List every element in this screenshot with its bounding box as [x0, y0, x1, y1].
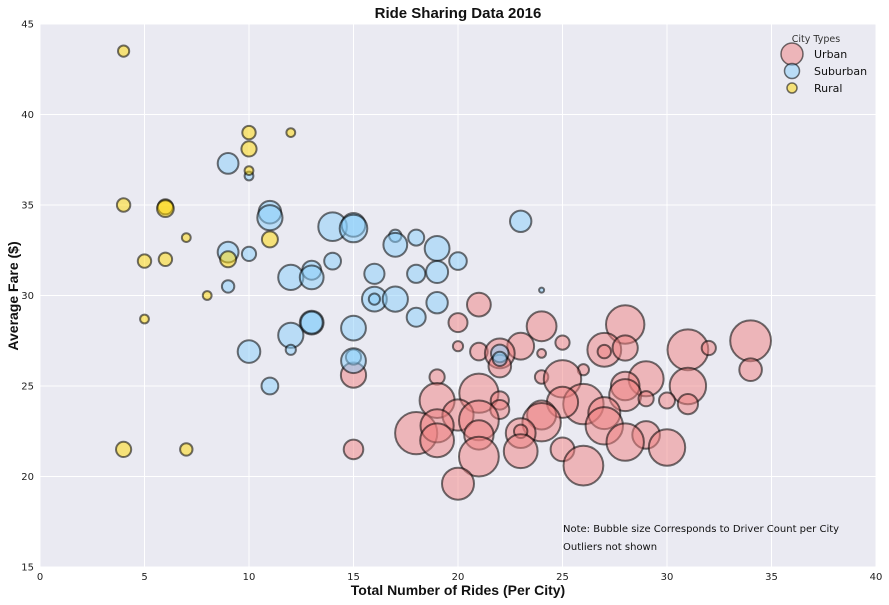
bubble-urban — [562, 444, 605, 487]
bubble-urban — [596, 343, 612, 360]
x-tick-label: 15 — [347, 572, 360, 583]
bubble-rural — [139, 313, 150, 325]
bubble-suburban — [425, 260, 450, 284]
x-tick-label: 25 — [556, 572, 569, 583]
bubble-rural — [241, 124, 257, 141]
bubble-rural — [157, 251, 174, 267]
bubble-suburban — [423, 235, 451, 262]
legend: City Types Urban Suburban Rural — [780, 34, 867, 95]
bubble-rural — [243, 165, 255, 177]
bubble-suburban — [284, 343, 297, 356]
x-tick-label: 30 — [661, 572, 674, 583]
note-outliers: Outliers not shown — [563, 542, 657, 553]
bubble-suburban — [407, 228, 426, 247]
x-axis-label: Total Number of Rides (Per City) — [351, 582, 565, 598]
bubble-suburban — [338, 213, 369, 244]
bubble-urban — [458, 435, 500, 478]
bubble-rural — [180, 232, 192, 244]
bubble-suburban — [340, 347, 367, 375]
y-tick-label: 20 — [21, 472, 34, 483]
bubble-suburban — [220, 279, 236, 294]
bubble-suburban — [323, 251, 343, 271]
bubble-rural — [115, 197, 132, 213]
y-tick-label: 35 — [21, 201, 34, 212]
bubble-rural — [285, 127, 297, 139]
y-tick-label: 45 — [21, 20, 34, 31]
bubble-suburban — [425, 291, 449, 315]
bubble-urban — [729, 319, 772, 363]
bubble-urban — [605, 422, 645, 462]
bubble-urban — [451, 340, 465, 353]
legend-marker-suburban — [783, 62, 801, 80]
x-tick-label: 20 — [452, 572, 465, 583]
legend-title: City Types — [792, 34, 840, 45]
y-tick-label: 30 — [21, 291, 34, 302]
bubble-urban — [647, 428, 687, 467]
legend-label-urban: Urban — [814, 48, 847, 61]
bubble-suburban — [538, 286, 546, 294]
bubble-suburban — [382, 231, 409, 258]
legend-label-rural: Rural — [814, 82, 842, 95]
bubble-rural — [179, 442, 194, 457]
bubble-suburban — [256, 204, 284, 232]
x-tick-label: 5 — [141, 572, 147, 583]
bubble-rural — [201, 290, 213, 301]
bubble-suburban — [509, 209, 533, 234]
bubble-urban — [342, 438, 365, 461]
x-tick-label: 40 — [870, 572, 883, 583]
bubble-suburban — [216, 152, 240, 175]
legend-marker-rural — [786, 82, 798, 94]
bubble-urban — [466, 291, 492, 318]
bubble-suburban — [363, 262, 386, 285]
bubble-suburban — [340, 314, 367, 342]
bubble-urban — [447, 312, 469, 334]
x-tick-label: 10 — [243, 572, 256, 583]
bubble-suburban — [405, 306, 427, 328]
tick-labels: 0 5 10 15 20 25 30 35 40 15 20 25 30 35 40 45 — [21, 20, 882, 584]
bubble-suburban — [448, 251, 468, 271]
legend-marker-urban — [780, 42, 804, 66]
bubble-urban — [419, 422, 456, 459]
bubble-urban — [637, 390, 655, 408]
bubble-rural — [115, 440, 133, 458]
y-axis-label: Average Fare ($) — [5, 241, 21, 350]
bubble-urban — [525, 310, 558, 343]
bubble-suburban — [491, 350, 508, 367]
bubble-rural — [260, 230, 279, 249]
bubble-rural — [156, 199, 175, 219]
bubble-urban — [738, 357, 763, 383]
bubble-rural — [240, 140, 258, 158]
bubble-urban — [536, 348, 547, 359]
bubble-suburban — [236, 339, 262, 364]
chart-title: Ride Sharing Data 2016 — [375, 5, 542, 22]
x-tick-label: 0 — [37, 572, 43, 583]
bubble-suburban — [406, 263, 427, 284]
bubble-urban — [658, 391, 676, 410]
bubble-rural — [117, 44, 131, 58]
legend-label-suburban: Suburban — [814, 65, 867, 78]
bubble-suburban — [299, 310, 324, 335]
y-tick-label: 40 — [21, 110, 34, 121]
bubble-urban — [441, 466, 475, 501]
y-tick-label: 25 — [21, 382, 34, 393]
bubble-rural — [219, 250, 238, 269]
bubble-suburban — [367, 292, 381, 306]
bubbles — [115, 44, 772, 501]
bubble-suburban — [240, 245, 258, 262]
bubble-urban — [700, 339, 717, 357]
y-tick-label: 15 — [21, 563, 34, 574]
bubble-urban — [554, 334, 571, 351]
bubble-urban — [502, 433, 539, 470]
note-bubble-size: Note: Bubble size Corresponds to Driver … — [563, 524, 839, 535]
bubble-suburban — [298, 264, 325, 291]
bubble-suburban — [381, 285, 409, 313]
bubble-urban — [611, 334, 639, 362]
bubble-urban — [676, 393, 700, 416]
x-tick-label: 35 — [765, 572, 778, 583]
bubble-suburban — [260, 376, 280, 396]
bubble-rural — [136, 253, 153, 269]
